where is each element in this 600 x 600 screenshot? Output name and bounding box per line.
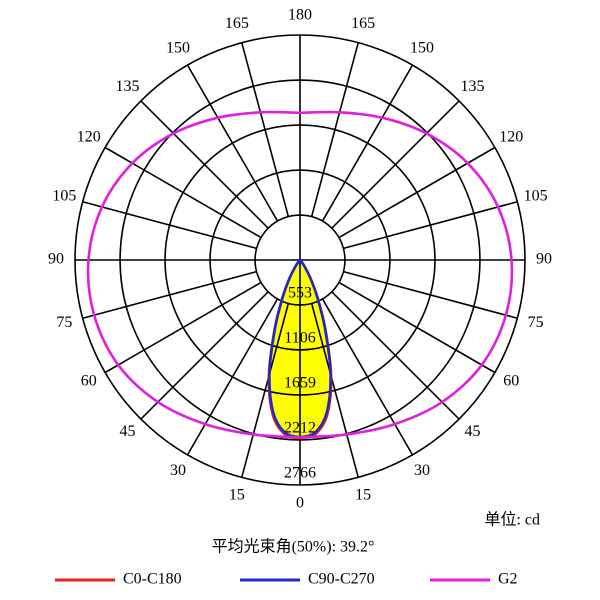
angle-label: 120	[499, 129, 523, 146]
angle-label: 135	[461, 78, 485, 95]
angle-label: 60	[81, 373, 97, 390]
spoke	[104, 281, 262, 374]
spoke	[310, 303, 360, 478]
legend-label: G2	[498, 571, 518, 588]
angle-label: 165	[225, 15, 249, 32]
legend-label: C90-C270	[308, 571, 375, 588]
angle-label: 30	[170, 462, 186, 479]
angle-label: 75	[56, 314, 72, 331]
spoke	[321, 64, 414, 222]
spoke	[104, 146, 262, 239]
unit-note: 单位: cd	[484, 511, 540, 529]
angle-label: 30	[414, 462, 430, 479]
spoke	[240, 303, 290, 478]
spoke	[338, 281, 496, 374]
spoke	[186, 298, 279, 456]
spoke	[140, 291, 269, 420]
angle-label: 105	[524, 188, 548, 205]
angle-label: 75	[528, 314, 544, 331]
legend-label: C0-C180	[123, 571, 182, 588]
angle-label: 90	[48, 251, 64, 268]
angle-label: 15	[229, 486, 245, 503]
spoke	[331, 100, 460, 229]
angle-label: 45	[119, 423, 135, 440]
spoke	[343, 200, 518, 250]
spoke	[331, 291, 460, 420]
spoke	[343, 270, 518, 320]
spoke	[240, 42, 290, 217]
spoke	[310, 42, 360, 217]
angle-label: 0	[296, 495, 304, 512]
spoke	[82, 270, 257, 320]
angle-label: 90	[536, 251, 552, 268]
angle-label: 60	[503, 373, 519, 390]
angle-label: 180	[288, 7, 312, 24]
angle-label: 120	[77, 129, 101, 146]
spoke	[82, 200, 257, 250]
curve	[268, 259, 301, 439]
beam-note: 平均光束角(50%): 39.2°	[212, 538, 375, 556]
angle-label: 15	[355, 486, 371, 503]
spoke	[140, 100, 269, 229]
angle-label: 165	[351, 15, 375, 32]
angle-label: 45	[465, 423, 481, 440]
angle-label: 105	[52, 188, 76, 205]
curve	[299, 110, 514, 439]
angle-label: 150	[410, 39, 434, 56]
angle-label: 150	[166, 39, 190, 56]
curve	[299, 259, 332, 439]
spoke	[321, 298, 414, 456]
spoke	[186, 64, 279, 222]
angle-label: 135	[115, 78, 139, 95]
spoke	[338, 146, 496, 239]
curve	[86, 110, 301, 439]
